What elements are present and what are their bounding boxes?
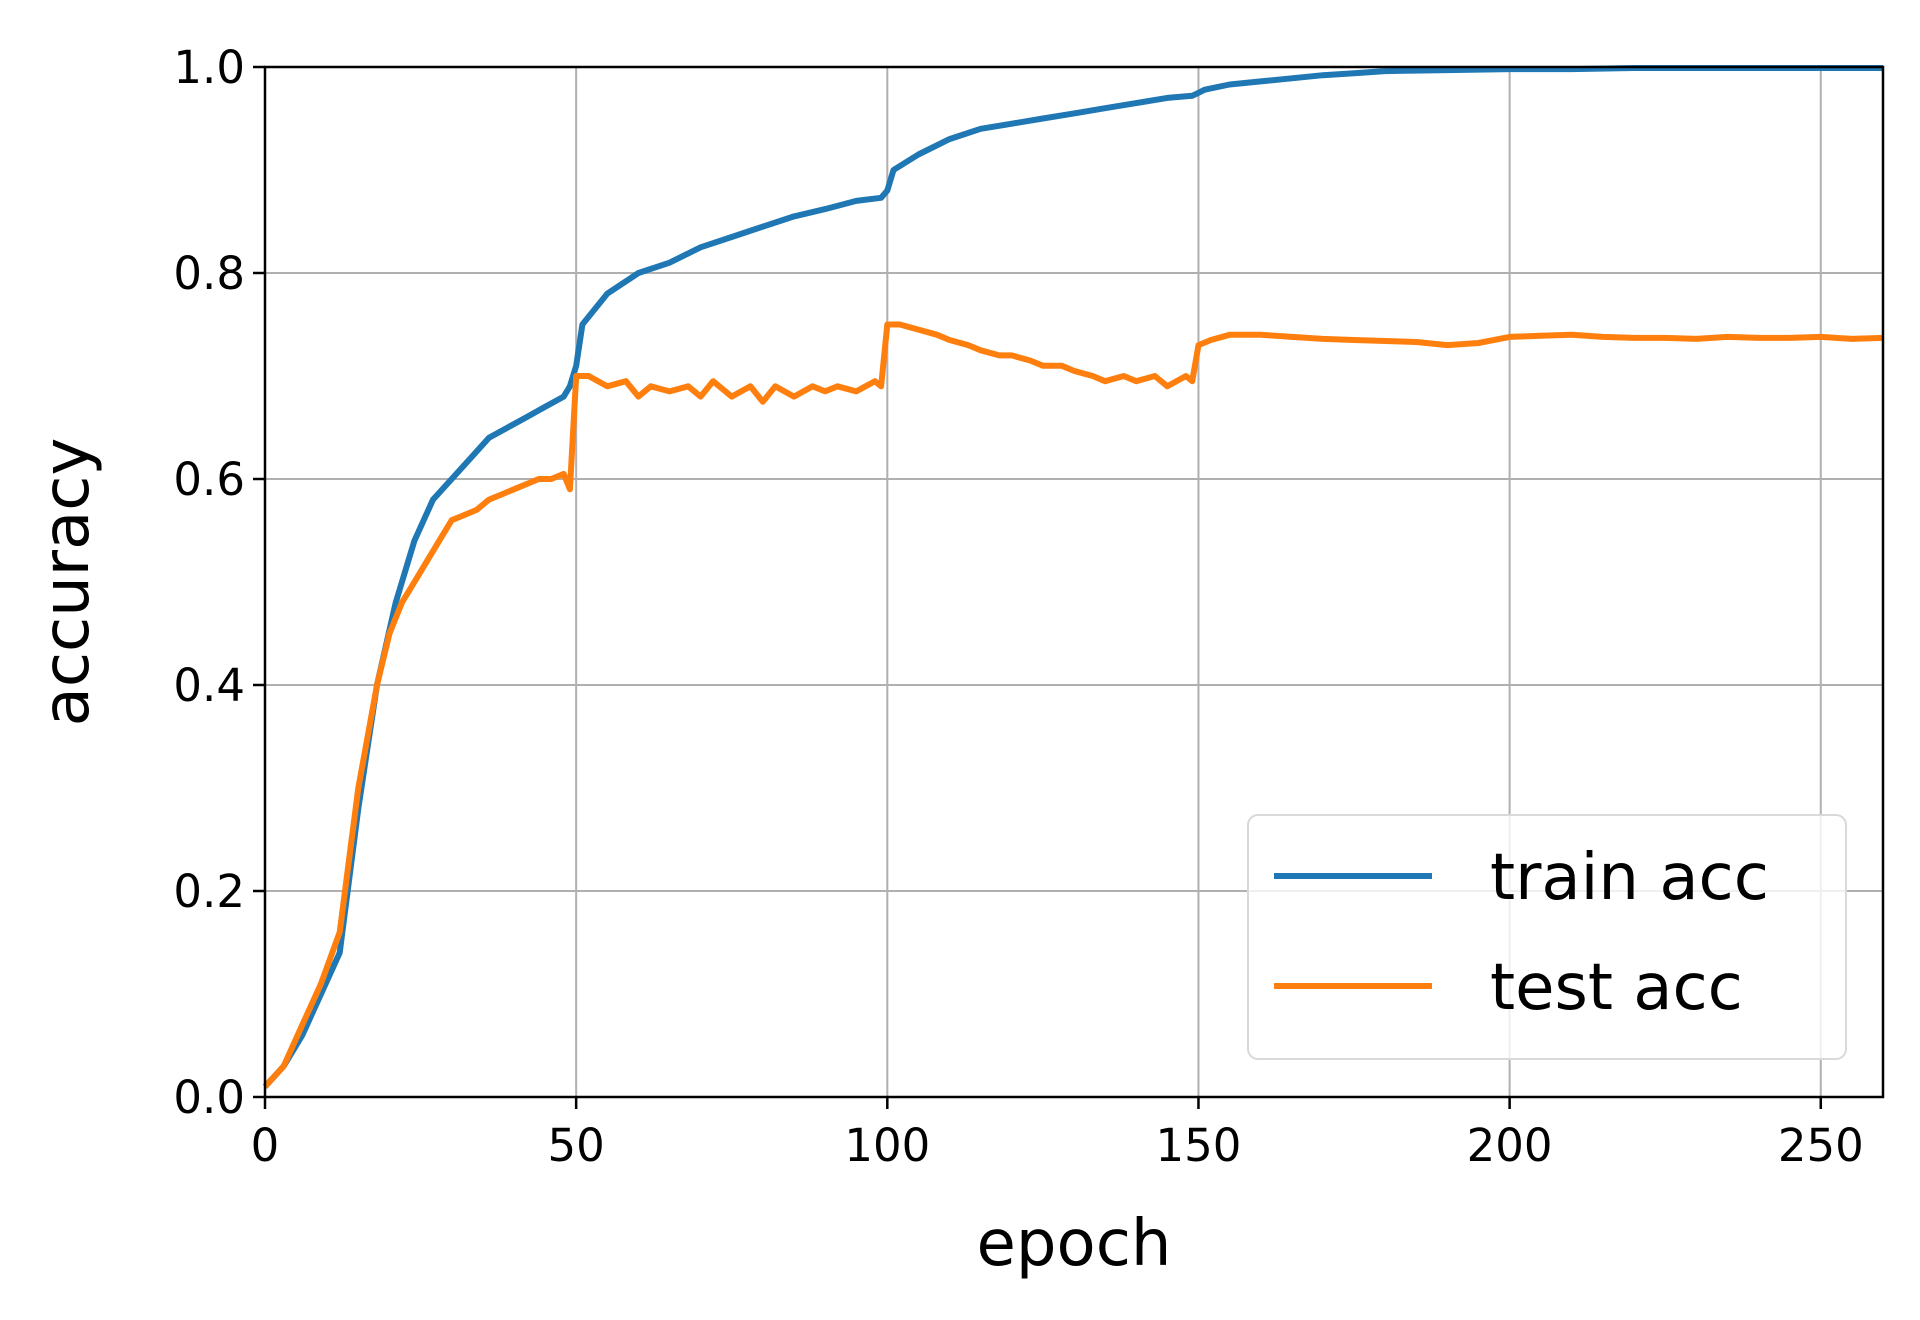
y-tick-label: 0.0 bbox=[173, 1071, 245, 1124]
legend: train acc test acc bbox=[1247, 814, 1847, 1060]
x-tick-label: 250 bbox=[1778, 1119, 1864, 1172]
y-tick-label: 0.6 bbox=[173, 453, 245, 506]
series-layer bbox=[262, 65, 1884, 1089]
legend-label-test: test acc bbox=[1490, 951, 1743, 1025]
x-axis-title: epoch bbox=[977, 1207, 1172, 1281]
y-axis-title: accuracy bbox=[30, 438, 104, 727]
y-tick-label: 1.0 bbox=[173, 41, 245, 94]
series-line-test-acc bbox=[262, 321, 1884, 1089]
y-tick-label: 0.2 bbox=[173, 865, 245, 918]
legend-label-train: train acc bbox=[1490, 841, 1769, 915]
x-tick-label: 50 bbox=[548, 1119, 605, 1172]
x-tick-label: 200 bbox=[1467, 1119, 1553, 1172]
x-tick-label: 0 bbox=[251, 1119, 280, 1172]
y-tick-label: 0.4 bbox=[173, 659, 245, 712]
y-tick-label: 0.8 bbox=[173, 247, 245, 300]
series-line-train-acc bbox=[262, 65, 1883, 1089]
x-tick-label: 150 bbox=[1156, 1119, 1242, 1172]
x-tick-label: 100 bbox=[844, 1119, 930, 1172]
axis-ticks: 0 50 100 150 200 250 0.0 0.2 0.4 0.6 0.8 1.0 bbox=[173, 41, 1863, 1172]
plot-frame bbox=[263, 65, 1885, 1099]
